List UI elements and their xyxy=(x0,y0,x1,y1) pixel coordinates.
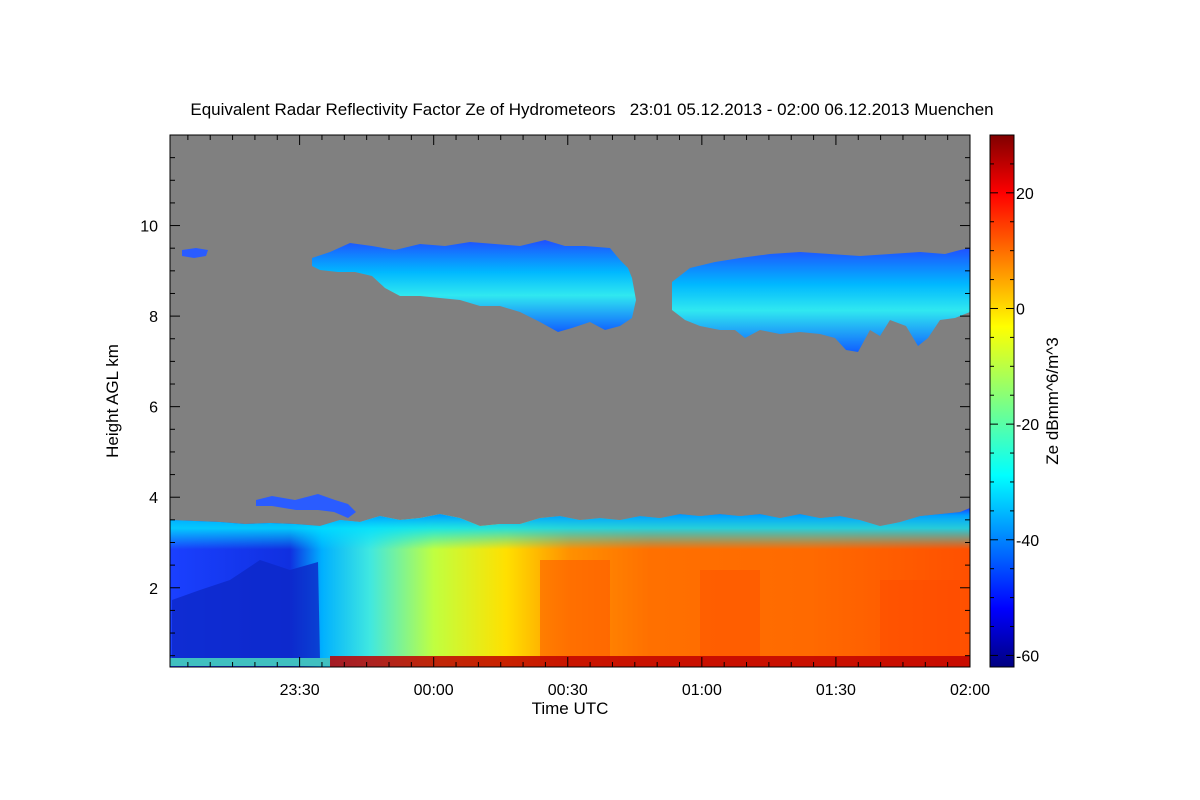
x-axis: 23:30 00:00 00:30 01:00 01:30 02:00 xyxy=(187,135,990,699)
x-tick-label: 01:30 xyxy=(816,682,856,699)
echo-cloud-top-edge xyxy=(170,508,970,600)
y-tick-label: 4 xyxy=(149,490,158,507)
echo-near-ground xyxy=(170,658,330,666)
echo-strong-core xyxy=(700,570,760,660)
colorbar-tick-label: -20 xyxy=(1016,417,1039,434)
echo-small-fragment xyxy=(182,248,208,258)
x-tick-label: 23:30 xyxy=(280,682,320,699)
echo-strong-core xyxy=(540,560,610,660)
x-tick-label: 02:00 xyxy=(950,682,990,699)
echo-near-ground xyxy=(330,656,970,667)
echo-upper-cloud-layer xyxy=(312,240,636,332)
echo-small-fragment xyxy=(256,494,356,518)
colorbar-tick-label: -40 xyxy=(1016,533,1039,550)
colorbar-tick-label: -60 xyxy=(1016,648,1039,665)
echo-strong-core xyxy=(880,580,960,660)
y-tick-label: 10 xyxy=(140,219,158,236)
echo-upper-cloud-layer-east xyxy=(672,248,970,352)
x-axis-label: Time UTC xyxy=(532,699,609,718)
colorbar-axis: -60 -40 -20 0 20 xyxy=(990,134,1039,665)
colorbar-tick-label: 0 xyxy=(1016,301,1025,318)
colorbar-label: Ze dBmm^6/m^3 xyxy=(1043,337,1062,464)
y-tick-label: 2 xyxy=(149,581,158,598)
colorbar-tick-label: 20 xyxy=(1016,186,1034,203)
y-tick-label: 8 xyxy=(149,309,158,326)
plot-frame xyxy=(169,134,971,668)
colorbar xyxy=(989,134,1015,668)
x-tick-label: 01:00 xyxy=(682,682,722,699)
y-axis-label: Height AGL km xyxy=(103,344,122,458)
y-axis: 2 4 6 8 10 xyxy=(140,134,970,657)
y-tick-label: 6 xyxy=(149,400,158,417)
chart-title: Equivalent Radar Reflectivity Factor Ze … xyxy=(190,100,993,119)
echo-weak-precipitation xyxy=(172,560,320,660)
x-tick-label: 00:30 xyxy=(548,682,588,699)
x-tick-label: 00:00 xyxy=(414,682,454,699)
reflectivity-echoes xyxy=(170,240,970,667)
